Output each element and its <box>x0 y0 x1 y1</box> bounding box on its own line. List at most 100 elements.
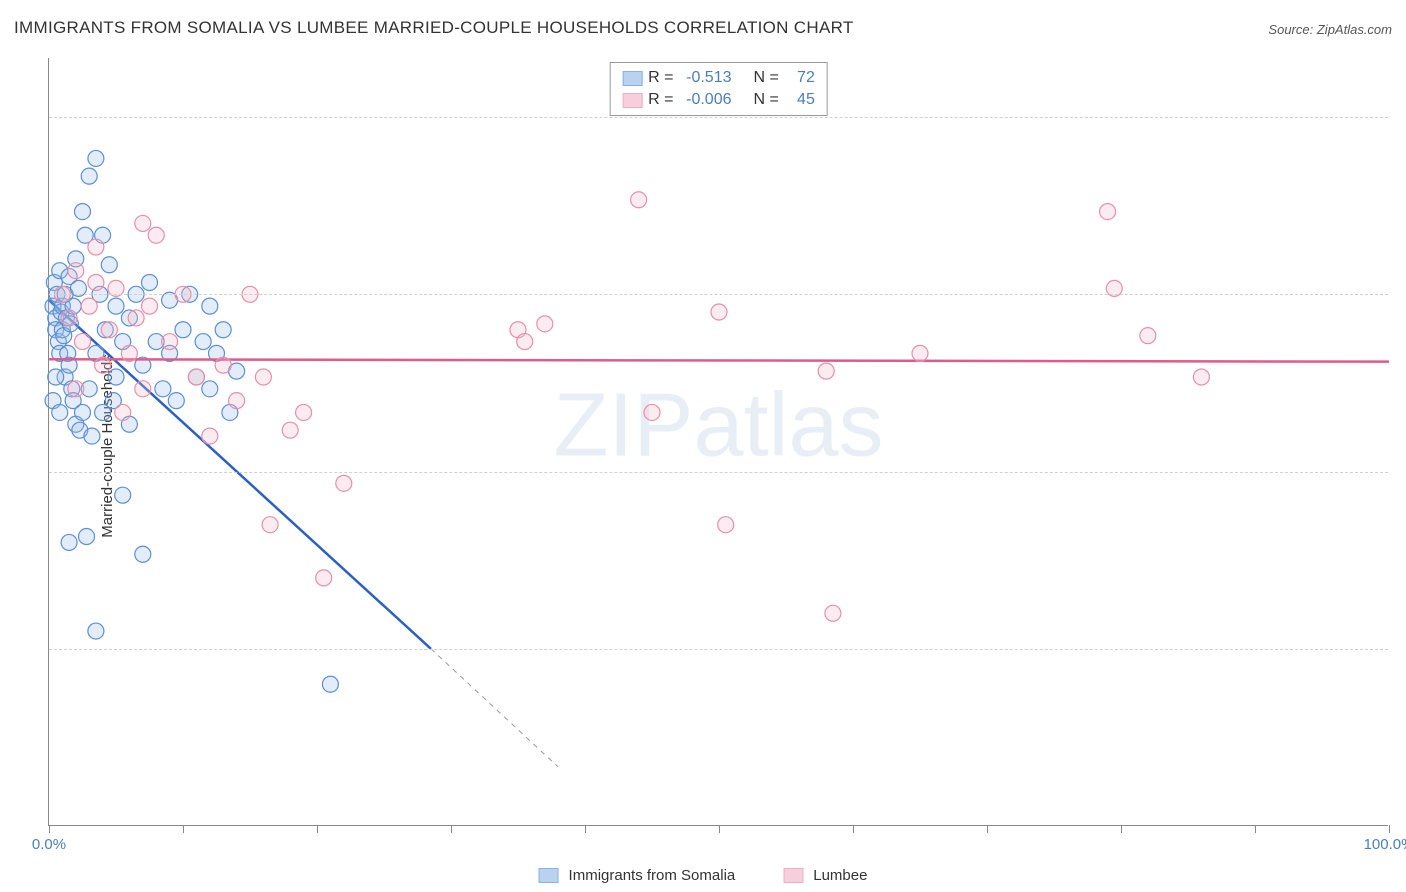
data-point <box>148 227 164 243</box>
data-point <box>61 310 77 326</box>
stat-n-value: 45 <box>785 91 815 109</box>
data-point <box>818 363 834 379</box>
data-point <box>255 369 271 385</box>
data-point <box>296 404 312 420</box>
x-tick <box>1255 825 1256 833</box>
data-point <box>631 192 647 208</box>
bottom-legend-item: Immigrants from Somalia <box>539 867 736 884</box>
data-point <box>88 274 104 290</box>
data-point <box>1140 328 1156 344</box>
x-tick <box>853 825 854 833</box>
data-point <box>115 404 131 420</box>
data-point <box>101 322 117 338</box>
data-point <box>61 534 77 550</box>
data-point <box>517 334 533 350</box>
data-point <box>81 168 97 184</box>
data-point <box>188 369 204 385</box>
data-point <box>195 334 211 350</box>
x-tick <box>585 825 586 833</box>
data-point <box>128 310 144 326</box>
legend-swatch <box>622 71 642 86</box>
data-point <box>75 204 91 220</box>
chart-plot-area: ZIPatlas R =-0.513N =72R =-0.006N =45 15… <box>48 58 1388 826</box>
stat-n-label: N = <box>754 91 779 109</box>
data-point <box>121 345 137 361</box>
data-point <box>336 475 352 491</box>
x-tick <box>183 825 184 833</box>
x-tick <box>317 825 318 833</box>
data-point <box>644 404 660 420</box>
gridline <box>49 294 1388 295</box>
source-label: Source: <box>1268 22 1313 37</box>
data-point <box>825 605 841 621</box>
data-point <box>68 263 84 279</box>
x-tick <box>451 825 452 833</box>
scatter-svg <box>49 58 1389 826</box>
stat-n-label: N = <box>754 69 779 87</box>
data-point <box>711 304 727 320</box>
stat-r-value: -0.006 <box>680 91 732 109</box>
stats-legend-row: R = -0.006 N = 45 <box>622 89 815 111</box>
data-point <box>88 623 104 639</box>
stats-legend-box: R =-0.513N =72R =-0.006N =45 <box>609 62 828 116</box>
data-point <box>101 257 117 273</box>
data-point <box>135 546 151 562</box>
gridline <box>49 117 1388 118</box>
data-point <box>175 322 191 338</box>
data-point <box>155 381 171 397</box>
data-point <box>95 357 111 373</box>
data-point <box>75 334 91 350</box>
stat-n-value: 72 <box>785 69 815 87</box>
regression-line-extension <box>431 649 558 767</box>
data-point <box>316 570 332 586</box>
x-tick <box>719 825 720 833</box>
source-attribution: Source: ZipAtlas.com <box>1268 22 1392 37</box>
stats-legend-row: R =-0.513N =72 <box>622 67 815 89</box>
legend-series-name: Lumbee <box>813 867 867 884</box>
data-point <box>108 298 124 314</box>
source-value: ZipAtlas.com <box>1317 22 1392 37</box>
data-point <box>262 517 278 533</box>
data-point <box>88 150 104 166</box>
gridline <box>49 649 1388 650</box>
regression-line <box>49 300 431 649</box>
legend-swatch <box>622 93 642 108</box>
data-point <box>168 393 184 409</box>
data-point <box>142 298 158 314</box>
x-tick <box>49 825 50 833</box>
data-point <box>718 517 734 533</box>
data-point <box>1193 369 1209 385</box>
data-point <box>68 381 84 397</box>
x-tick <box>1389 825 1390 833</box>
bottom-legend-item: Lumbee <box>783 867 867 884</box>
stat-r-label: R = <box>648 91 673 109</box>
data-point <box>202 298 218 314</box>
x-tick-label: 0.0% <box>32 836 66 853</box>
bottom-legend: Immigrants from Somalia Lumbee <box>539 867 868 884</box>
stat-r-label: R = <box>648 69 673 87</box>
data-point <box>48 369 64 385</box>
data-point <box>162 334 178 350</box>
regression-line <box>49 359 1389 361</box>
data-point <box>202 428 218 444</box>
data-point <box>215 357 231 373</box>
data-point <box>537 316 553 332</box>
x-tick-label: 100.0% <box>1364 836 1406 853</box>
data-point <box>79 529 95 545</box>
data-point <box>135 381 151 397</box>
data-point <box>88 239 104 255</box>
chart-title: IMMIGRANTS FROM SOMALIA VS LUMBEE MARRIE… <box>14 18 854 38</box>
data-point <box>142 274 158 290</box>
data-point <box>282 422 298 438</box>
data-point <box>115 487 131 503</box>
legend-swatch <box>783 868 803 883</box>
data-point <box>912 345 928 361</box>
data-point <box>202 381 218 397</box>
data-point <box>52 404 68 420</box>
data-point <box>1100 204 1116 220</box>
data-point <box>84 428 100 444</box>
data-point <box>322 676 338 692</box>
data-point <box>135 215 151 231</box>
gridline <box>49 472 1388 473</box>
x-tick <box>1121 825 1122 833</box>
